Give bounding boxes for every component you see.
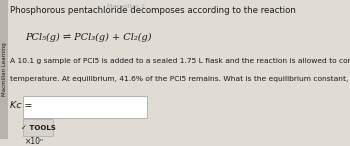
- FancyBboxPatch shape: [0, 0, 8, 139]
- FancyBboxPatch shape: [23, 96, 147, 118]
- Text: ×10ⁿ: ×10ⁿ: [25, 137, 44, 146]
- Text: Kᴄ =: Kᴄ =: [10, 101, 33, 110]
- Text: Macmillan Learning: Macmillan Learning: [1, 42, 7, 96]
- Text: temperature. At equilibrium, 41.6% of the PCl5 remains. What is the equilibrium : temperature. At equilibrium, 41.6% of th…: [10, 76, 350, 82]
- FancyBboxPatch shape: [23, 119, 53, 136]
- Text: ✓ TOOLS: ✓ TOOLS: [21, 125, 56, 131]
- Text: Phosphorous pentachloride decomposes according to the reaction: Phosphorous pentachloride decomposes acc…: [10, 6, 296, 15]
- Text: Macmillan 2: Macmillan 2: [107, 4, 145, 9]
- Text: PCl₅(g) ⇌ PCl₃(g) + Cl₂(g): PCl₅(g) ⇌ PCl₃(g) + Cl₂(g): [25, 33, 151, 42]
- Text: A 10.1 g sample of PCl5 is added to a sealed 1.75 L flask and the reaction is al: A 10.1 g sample of PCl5 is added to a se…: [10, 58, 350, 64]
